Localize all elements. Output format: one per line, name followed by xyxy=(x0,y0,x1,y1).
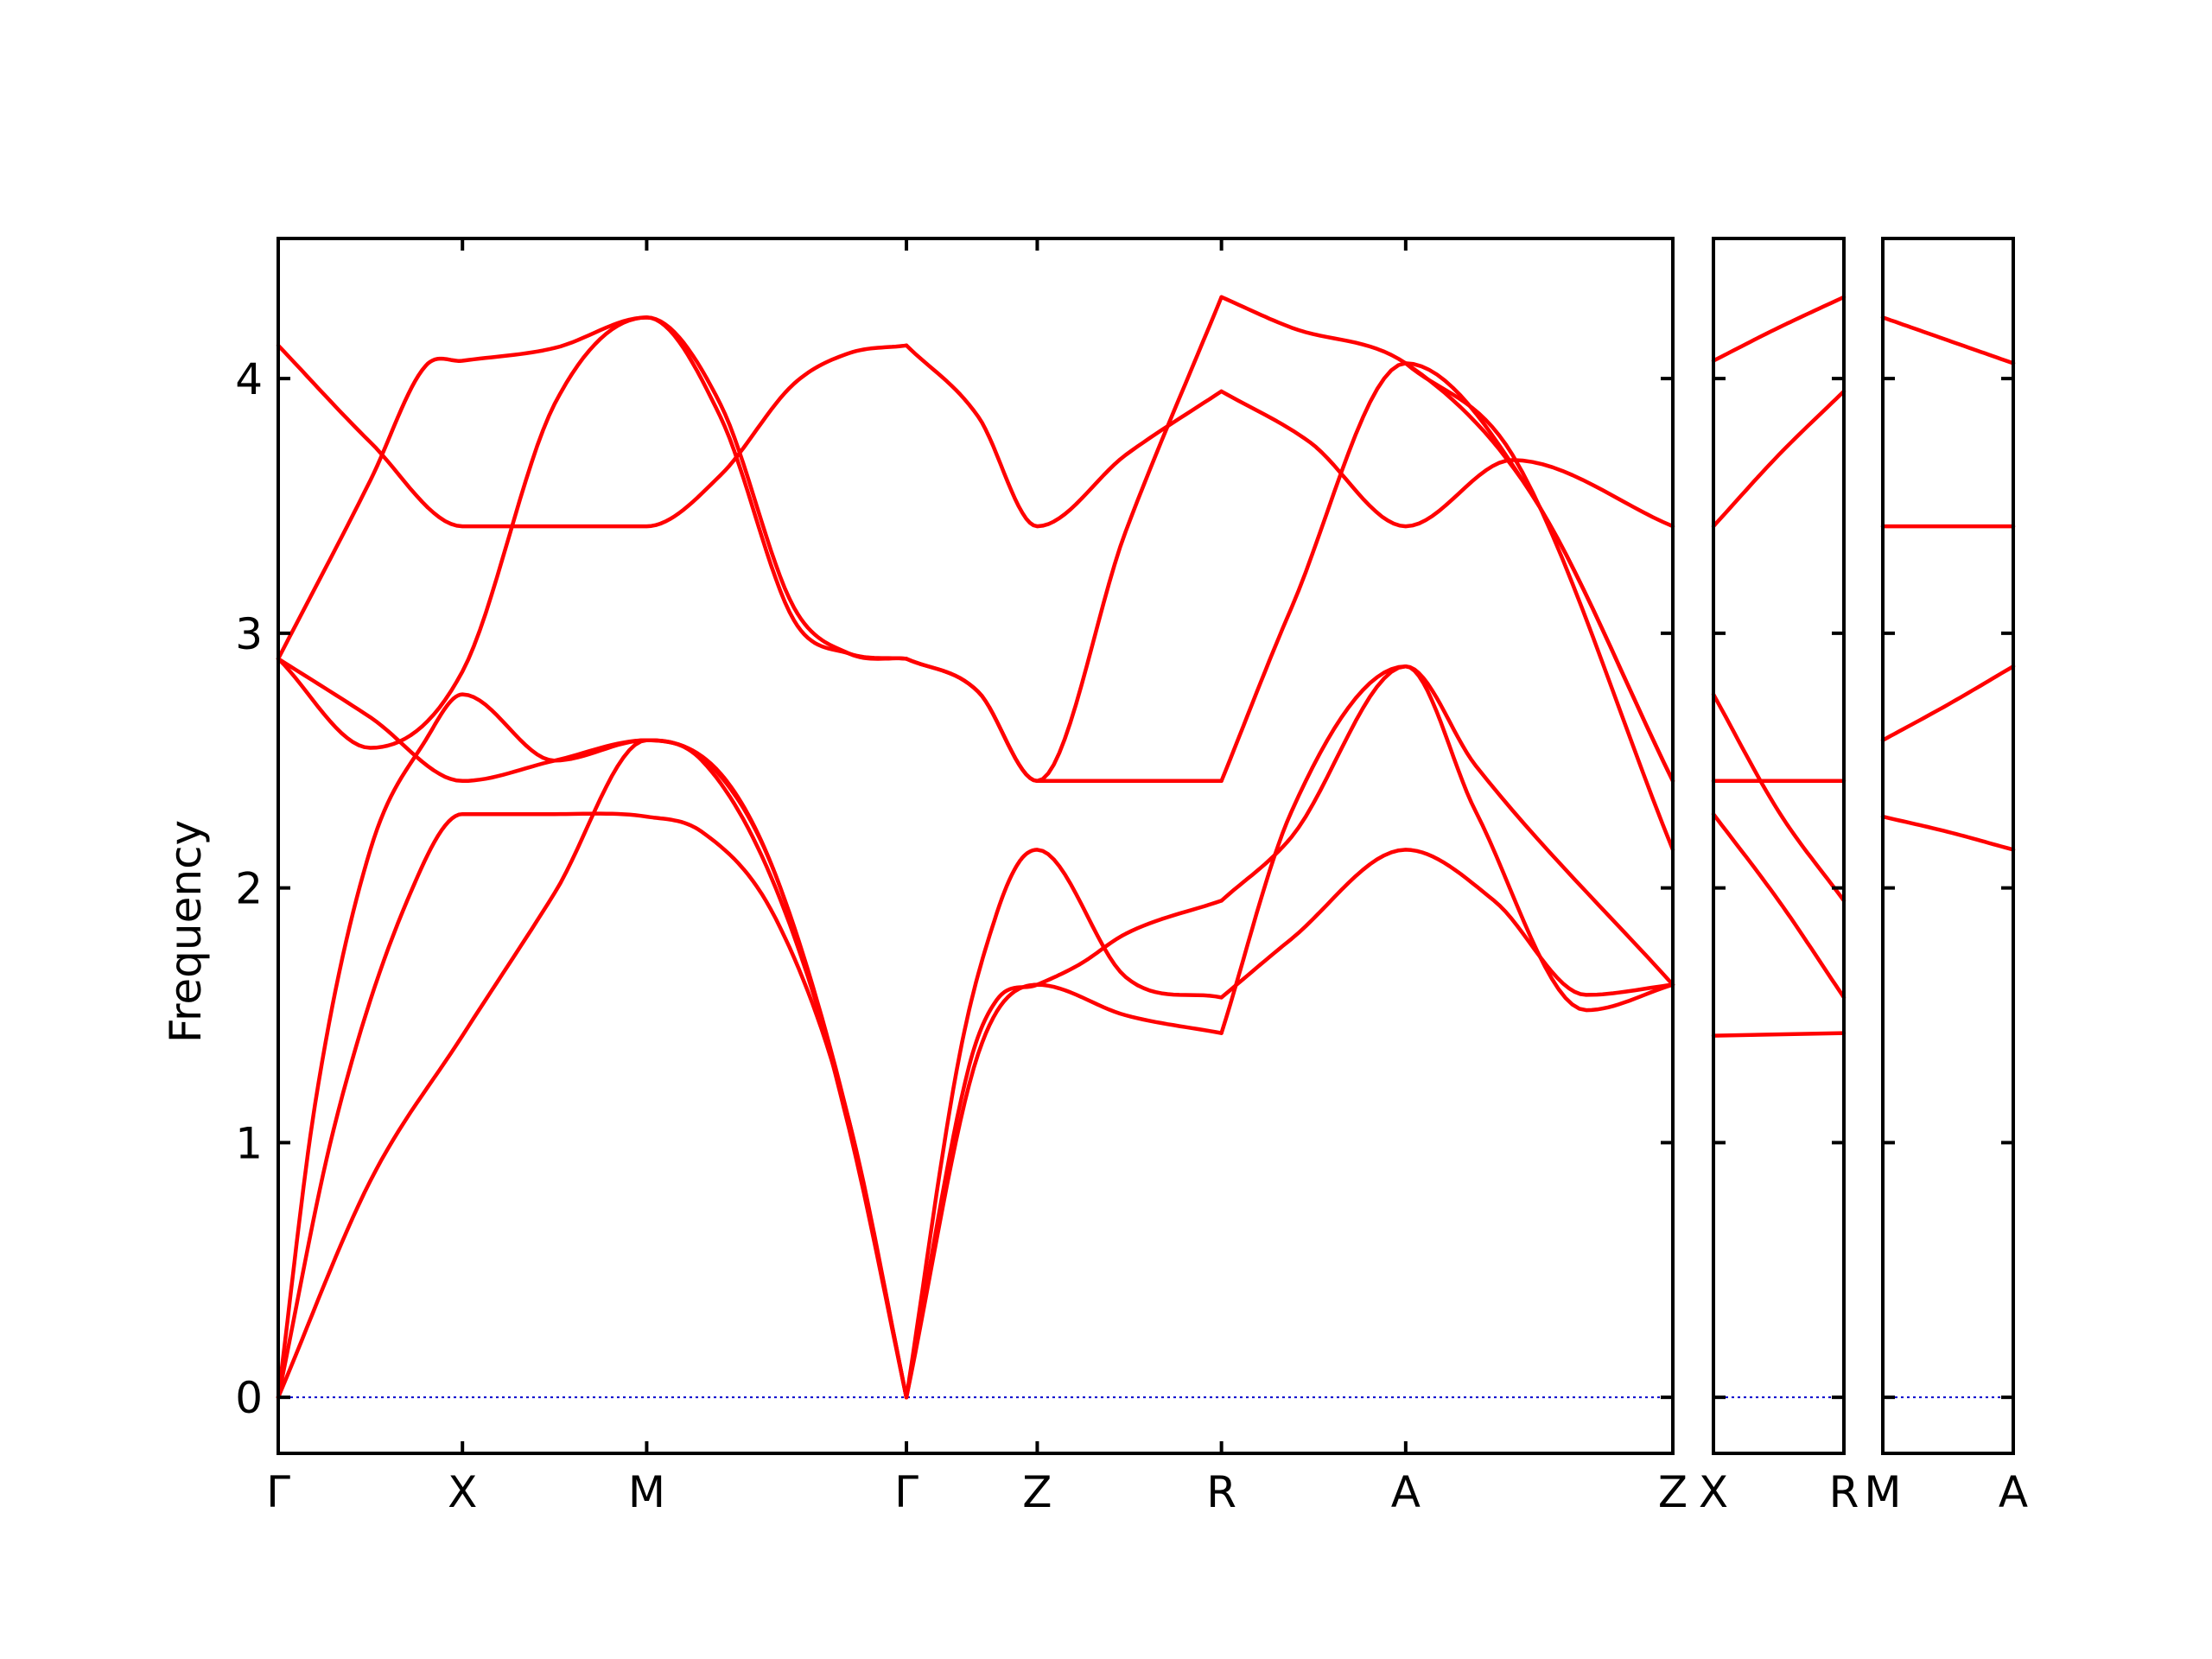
band-line-8 xyxy=(904,982,1224,1400)
x-tick-label: R xyxy=(1829,1467,1859,1517)
band-line-16 xyxy=(1219,664,1675,1013)
y-tick-label: 2 xyxy=(235,864,263,914)
panel-main: Γ X M Γ Z R A Z 0 1 2 3 4 xyxy=(235,237,1688,1517)
x-tick-label: Z xyxy=(1022,1467,1052,1517)
band-line-7 xyxy=(276,315,909,750)
x-tick-label: A xyxy=(1999,1467,2028,1517)
band-line-4 xyxy=(276,657,909,1400)
x-tick-label: X xyxy=(448,1467,477,1517)
y-axis-title: Frequency xyxy=(161,820,211,1043)
y-tick-label: 4 xyxy=(235,354,263,404)
band-line-6 xyxy=(1711,295,1847,363)
band-line-11 xyxy=(904,657,1224,784)
band-line-12 xyxy=(904,295,1224,784)
band-line-9 xyxy=(904,899,1224,1400)
band-line-1 xyxy=(1711,1031,1847,1038)
band-line-20 xyxy=(1403,361,1675,852)
x-tick-label: Γ xyxy=(266,1467,290,1517)
x-tick-label: M xyxy=(1864,1467,1901,1517)
band-line-19 xyxy=(1219,389,1675,529)
band-line-5 xyxy=(1711,389,1847,529)
band-line-3 xyxy=(276,692,909,1400)
band-line-4 xyxy=(1711,692,1847,903)
y-tick-label: 1 xyxy=(235,1118,263,1168)
x-tick-label: Z xyxy=(1658,1467,1688,1517)
band-line-10 xyxy=(904,848,1224,1400)
panel-frame xyxy=(1881,237,2015,1455)
band-line-2 xyxy=(1880,664,2016,742)
panel-frame xyxy=(1712,237,1846,1455)
band-line-2 xyxy=(276,811,909,1400)
band-line-14 xyxy=(1219,664,1675,1035)
band-line-2 xyxy=(1711,811,1847,1000)
x-tick-label: M xyxy=(628,1467,665,1517)
x-tick-label: X xyxy=(1699,1467,1728,1517)
x-tick-label: Γ xyxy=(894,1467,918,1517)
band-line-1 xyxy=(1880,814,2016,852)
y-tick-label: 3 xyxy=(235,609,263,659)
y-tick-label: 0 xyxy=(235,1373,263,1423)
x-tick-label: A xyxy=(1391,1467,1421,1517)
band-line-4 xyxy=(1880,315,2016,365)
band-line-6 xyxy=(276,343,909,529)
band-line-18 xyxy=(1219,295,1675,784)
band-line-5 xyxy=(276,315,909,661)
band-line-15 xyxy=(1219,848,1675,1000)
x-tick-label: R xyxy=(1206,1467,1236,1517)
panel-frame xyxy=(276,237,1675,1455)
band-line-13 xyxy=(904,343,1224,529)
